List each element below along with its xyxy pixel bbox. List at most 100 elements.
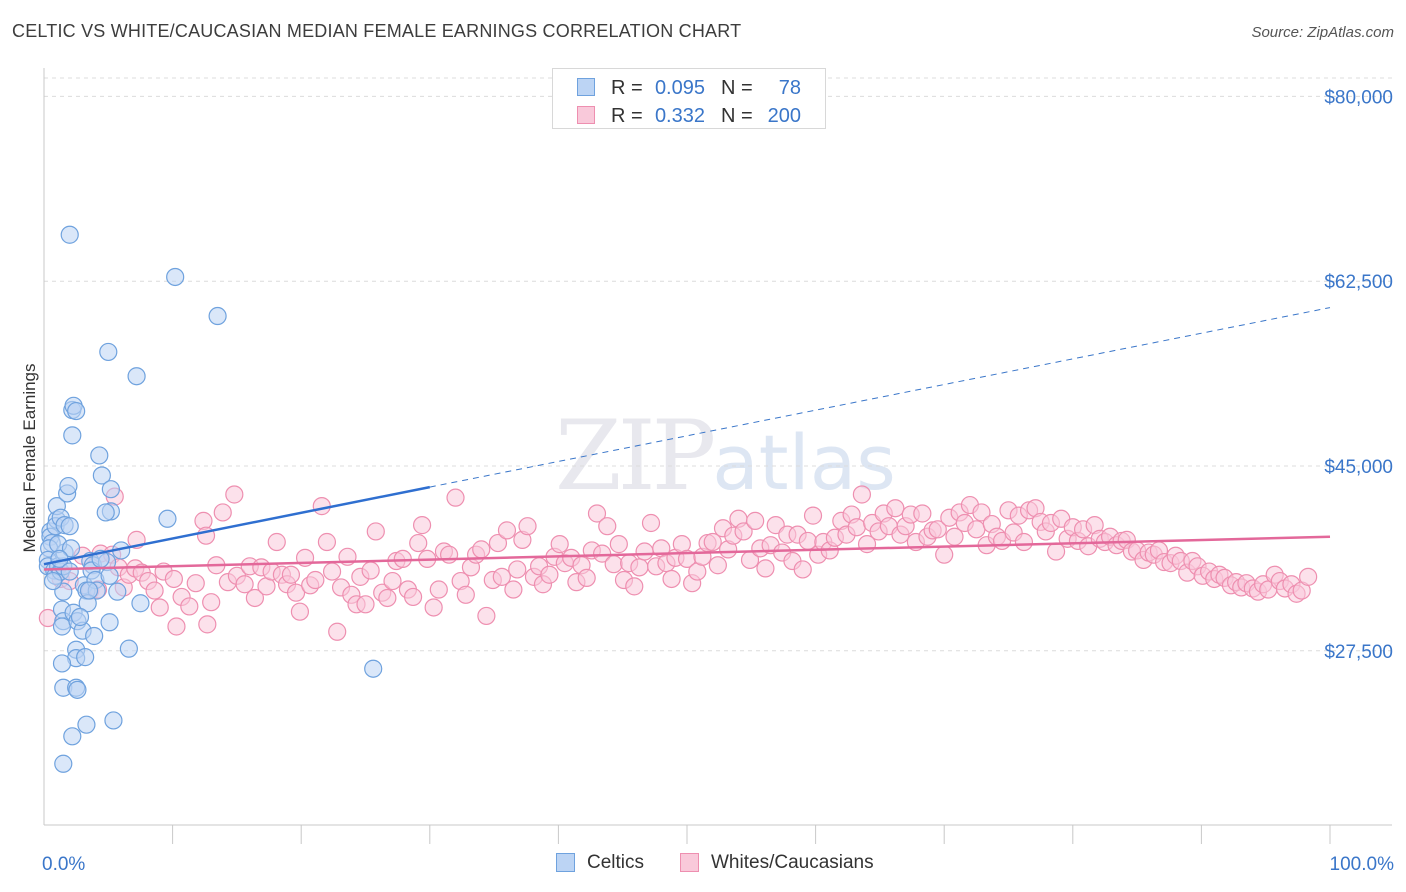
legend-swatch-celtics [556, 853, 575, 872]
celtics-point [92, 466, 111, 485]
celtics-point [76, 648, 95, 667]
chart-title: CELTIC VS WHITE/CAUCASIAN MEDIAN FEMALE … [12, 21, 742, 41]
celtics-point [67, 401, 86, 421]
celtics-point [104, 711, 123, 730]
whites-point [393, 549, 412, 569]
celtics-point [100, 566, 119, 585]
whites-point [598, 517, 617, 536]
whites-point [164, 569, 183, 589]
whites-point [412, 516, 432, 535]
whites-point [167, 617, 186, 636]
whites-point [424, 598, 443, 617]
whites-point [641, 513, 661, 533]
celtics-point [108, 582, 127, 601]
celtics-point [101, 480, 120, 499]
whites-point [317, 532, 337, 552]
whites-point [267, 532, 286, 552]
whites-point [708, 556, 727, 575]
x-tick-label: 100.0% [1330, 854, 1395, 875]
stats-legend: R = 0.095 N = 78 R = 0.332 N = 200 [552, 68, 826, 129]
legend-n-label: N = [721, 105, 753, 127]
whites-point [756, 559, 775, 578]
legend-n-value: 78 [778, 77, 801, 99]
celtics-point [131, 594, 150, 613]
legend-swatch-celtics [577, 78, 595, 96]
whites-point [488, 533, 508, 553]
celtics-point [63, 727, 82, 746]
whites-point [746, 511, 765, 530]
whites-point [361, 561, 380, 580]
whites-point [886, 499, 905, 518]
whites-point [429, 580, 448, 599]
whites-point [518, 517, 537, 536]
whites-point [928, 520, 947, 539]
whites-point [635, 542, 654, 561]
whites-point [245, 588, 265, 608]
whites-point [446, 488, 465, 507]
whites-point [403, 587, 423, 607]
celtics-point [90, 446, 109, 465]
celtics-trend-line [43, 485, 431, 566]
x-tick-label: 0.0% [42, 854, 85, 875]
whites-point [540, 565, 559, 584]
y-tick-label: $45,000 [1324, 457, 1393, 478]
whites-point [967, 520, 986, 539]
whites-point [734, 522, 753, 541]
celtics-point [364, 659, 383, 678]
watermark-zip: ZIP [555, 400, 716, 512]
whites-point [604, 555, 623, 574]
whites-point [366, 522, 385, 541]
celtics-point [43, 571, 63, 591]
legend-row-celtics: R = 0.095 N = 78 [553, 72, 825, 102]
whites-point [194, 511, 213, 530]
whites-point [477, 606, 496, 626]
legend-n-label: N = [721, 77, 753, 99]
whites-point [322, 562, 342, 581]
celtics-point [61, 539, 81, 558]
whites-point [1014, 532, 1034, 552]
celtics-point [208, 306, 227, 326]
whites-point [550, 535, 569, 554]
whites-point [456, 585, 475, 604]
celtics-point [52, 617, 72, 636]
celtics-point [85, 626, 104, 646]
celtics-point [63, 426, 82, 445]
celtics-point [60, 225, 79, 244]
whites-point [803, 506, 823, 525]
celtics-point [70, 607, 90, 627]
whites-point [1299, 567, 1318, 586]
legend-label-celtics: Celtics [587, 852, 645, 873]
celtics-trend-extension [429, 307, 1331, 488]
whites-point [847, 518, 866, 537]
whites-point [312, 497, 331, 516]
whites-point [356, 595, 375, 614]
celtics-point [127, 367, 146, 386]
legend-n-value: 200 [767, 105, 801, 127]
legend-swatch-whites [680, 853, 699, 872]
whites-point [492, 567, 511, 586]
whites-point [235, 575, 254, 594]
celtics-point [119, 639, 138, 658]
whites-point [378, 588, 397, 608]
y-tick-label: $62,500 [1324, 272, 1393, 293]
whites-point [662, 569, 681, 589]
legend-r-label: R = [611, 77, 643, 99]
legend-row-whites: R = 0.332 N = 200 [553, 100, 825, 130]
celtics-point [96, 503, 115, 522]
whites-point [508, 560, 527, 579]
whites-point [972, 503, 991, 522]
whites-point [587, 504, 607, 523]
celtics-point [77, 715, 96, 734]
whites-point [409, 533, 428, 553]
y-tick-label: $80,000 [1324, 87, 1393, 108]
celtics-point [158, 509, 177, 528]
whites-point [202, 593, 221, 612]
celtics-point [79, 581, 99, 600]
whites-point [609, 535, 628, 554]
whites-point [577, 568, 596, 588]
whites-trend-line [43, 535, 1331, 571]
whites-point [198, 615, 217, 634]
whites-point [145, 581, 164, 600]
chart-source: Source: ZipAtlas.com [1251, 24, 1394, 41]
